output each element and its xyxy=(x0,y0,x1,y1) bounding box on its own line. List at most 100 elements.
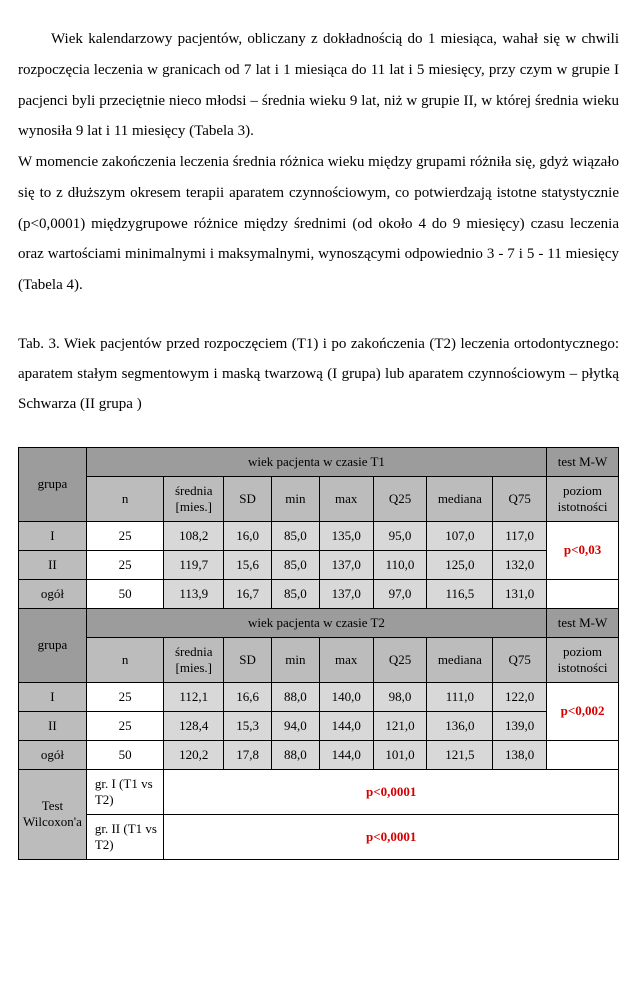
t2-col-span: wiek pacjenta w czasie T2 xyxy=(86,608,546,637)
wilcoxon-row-I: Test Wilcoxon'a gr. I (T1 vs T2) p<0,000… xyxy=(19,769,619,814)
cell: 121,0 xyxy=(373,711,427,740)
t1-row-I: I 25 108,2 16,0 85,0 135,0 95,0 107,0 11… xyxy=(19,521,619,550)
cell: 50 xyxy=(86,579,163,608)
t1-col-group: grupa xyxy=(19,447,87,521)
cell: 110,0 xyxy=(373,550,427,579)
cell: 107,0 xyxy=(427,521,493,550)
cell: 85,0 xyxy=(271,579,319,608)
cell: 101,0 xyxy=(373,740,427,769)
t1-col-n: n xyxy=(86,476,163,521)
t1-col-span: wiek pacjenta w czasie T1 xyxy=(86,447,546,476)
paragraph-1: Wiek kalendarzowy pacjentów, obliczany z… xyxy=(18,24,619,147)
t1-col-q25: Q25 xyxy=(373,476,427,521)
t1-col-sd: SD xyxy=(224,476,272,521)
cell: 117,0 xyxy=(493,521,547,550)
cell: 139,0 xyxy=(493,711,547,740)
cell: 144,0 xyxy=(319,711,373,740)
cell: 50 xyxy=(86,740,163,769)
t2-col-mean: średnia [mies.] xyxy=(164,637,224,682)
cell: 113,9 xyxy=(164,579,224,608)
cell: 88,0 xyxy=(271,740,319,769)
cell: 137,0 xyxy=(319,579,373,608)
t1-header-row-1: grupa wiek pacjenta w czasie T1 test M-W xyxy=(19,447,619,476)
cell: 136,0 xyxy=(427,711,493,740)
cell: 108,2 xyxy=(164,521,224,550)
cell: 112,1 xyxy=(164,682,224,711)
t2-col-n: n xyxy=(86,637,163,682)
t2-sig: p<0,002 xyxy=(547,682,619,740)
t2-col-q25: Q25 xyxy=(373,637,427,682)
t2-col-max: max xyxy=(319,637,373,682)
t2-row-I: I 25 112,1 16,6 88,0 140,0 98,0 111,0 12… xyxy=(19,682,619,711)
t1-col-min: min xyxy=(271,476,319,521)
cell: 125,0 xyxy=(427,550,493,579)
cell: 25 xyxy=(86,711,163,740)
t1-col-max: max xyxy=(319,476,373,521)
cell: I xyxy=(19,682,87,711)
table-3: grupa wiek pacjenta w czasie T1 test M-W… xyxy=(18,447,619,860)
cell: II xyxy=(19,711,87,740)
t1-col-median: mediana xyxy=(427,476,493,521)
cell: 128,4 xyxy=(164,711,224,740)
t1-sig: p<0,03 xyxy=(547,521,619,579)
cell: 140,0 xyxy=(319,682,373,711)
cell: 15,6 xyxy=(224,550,272,579)
cell: ogół xyxy=(19,740,87,769)
t1-header-row-2: n średnia [mies.] SD min max Q25 mediana… xyxy=(19,476,619,521)
t1-col-sig: poziom istotności xyxy=(547,476,619,521)
cell: 97,0 xyxy=(373,579,427,608)
cell: 138,0 xyxy=(493,740,547,769)
cell: 85,0 xyxy=(271,550,319,579)
t2-col-sig: poziom istotności xyxy=(547,637,619,682)
cell: 16,6 xyxy=(224,682,272,711)
cell: 85,0 xyxy=(271,521,319,550)
cell: 25 xyxy=(86,550,163,579)
cell: 132,0 xyxy=(493,550,547,579)
wilcoxon-label: Test Wilcoxon'a xyxy=(19,769,87,859)
t1-col-q75: Q75 xyxy=(493,476,547,521)
cell: 25 xyxy=(86,682,163,711)
cell: 131,0 xyxy=(493,579,547,608)
cell: 94,0 xyxy=(271,711,319,740)
wilcoxon-r0-sig: p<0,0001 xyxy=(164,769,619,814)
cell: 17,8 xyxy=(224,740,272,769)
t2-col-q75: Q75 xyxy=(493,637,547,682)
t1-row-II: II 25 119,7 15,6 85,0 137,0 110,0 125,0 … xyxy=(19,550,619,579)
wilcoxon-r1-sig: p<0,0001 xyxy=(164,814,619,859)
wilcoxon-row-II: gr. II (T1 vs T2) p<0,0001 xyxy=(19,814,619,859)
wilcoxon-r0-label: gr. I (T1 vs T2) xyxy=(86,769,163,814)
table-3-caption: Tab. 3. Wiek pacjentów przed rozpoczęcie… xyxy=(18,329,619,419)
cell: 98,0 xyxy=(373,682,427,711)
t1-col-mean: średnia [mies.] xyxy=(164,476,224,521)
t2-col-median: mediana xyxy=(427,637,493,682)
t2-col-group: grupa xyxy=(19,608,87,682)
t2-col-sd: SD xyxy=(224,637,272,682)
t2-col-test: test M-W xyxy=(547,608,619,637)
cell: 16,0 xyxy=(224,521,272,550)
cell: ogół xyxy=(19,579,87,608)
t2-header-row-1: grupa wiek pacjenta w czasie T2 test M-W xyxy=(19,608,619,637)
t2-header-row-2: n średnia [mies.] SD min max Q25 mediana… xyxy=(19,637,619,682)
cell: II xyxy=(19,550,87,579)
cell: 16,7 xyxy=(224,579,272,608)
cell: 137,0 xyxy=(319,550,373,579)
cell: 122,0 xyxy=(493,682,547,711)
wilcoxon-r1-label: gr. II (T1 vs T2) xyxy=(86,814,163,859)
paragraph-2: W momencie zakończenia leczenia średnia … xyxy=(18,147,619,301)
cell-empty xyxy=(547,579,619,608)
cell: 88,0 xyxy=(271,682,319,711)
cell: 95,0 xyxy=(373,521,427,550)
cell: I xyxy=(19,521,87,550)
t2-col-min: min xyxy=(271,637,319,682)
cell-empty xyxy=(547,740,619,769)
cell: 121,5 xyxy=(427,740,493,769)
t2-row-ogol: ogół 50 120,2 17,8 88,0 144,0 101,0 121,… xyxy=(19,740,619,769)
t1-col-test: test M-W xyxy=(547,447,619,476)
cell: 25 xyxy=(86,521,163,550)
cell: 120,2 xyxy=(164,740,224,769)
cell: 135,0 xyxy=(319,521,373,550)
t1-row-ogol: ogół 50 113,9 16,7 85,0 137,0 97,0 116,5… xyxy=(19,579,619,608)
cell: 119,7 xyxy=(164,550,224,579)
cell: 116,5 xyxy=(427,579,493,608)
cell: 15,3 xyxy=(224,711,272,740)
